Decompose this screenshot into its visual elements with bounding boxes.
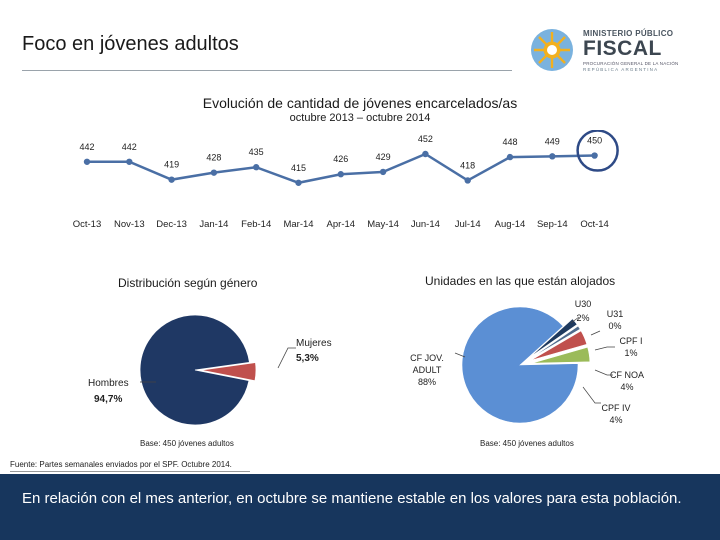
source-divider xyxy=(10,471,250,472)
x-tick-label: Oct-13 xyxy=(73,219,102,230)
pie-label-cf-noa: CF NOA xyxy=(610,370,644,380)
line-point xyxy=(168,176,175,183)
x-tick-label: Jul-14 xyxy=(455,219,481,230)
line-data-label: 426 xyxy=(333,154,348,164)
line-data-label: 442 xyxy=(122,142,137,152)
pie-slice-u31 xyxy=(529,324,579,359)
pie-base-note: Base: 450 jóvenes adultos xyxy=(140,439,234,448)
units-pie-chart: CF JOV. ADULT 88% U30 2% U31 0% CPF I 1% CF NOA 4%… xyxy=(410,299,644,448)
x-tick-label: Apr-14 xyxy=(327,219,356,230)
logo-line1: MINISTERIO PÚBLICO xyxy=(583,29,674,38)
pie-value-mujeres: 5,3% xyxy=(296,353,319,364)
line-point xyxy=(464,177,471,184)
x-tick-label: Jan-14 xyxy=(199,219,228,230)
x-tick-label: Jun-14 xyxy=(411,219,440,230)
leader-cf-jov-adult xyxy=(454,352,466,358)
x-tick-label: May-14 xyxy=(367,219,399,230)
pie-label-cpf-i: CPF I xyxy=(619,336,642,346)
ministerio-logo: MINISTERIO PÚBLICO FISCAL PROCURACIÓN GE… xyxy=(528,26,698,76)
line-data-label: 429 xyxy=(376,152,391,162)
line-data-label: 442 xyxy=(79,142,94,152)
pie-label-u31: U31 xyxy=(607,309,624,319)
pie-base-note: Base: 450 jóvenes adultos xyxy=(480,439,574,448)
pie-value-cpf-i: 1% xyxy=(624,348,637,358)
units-pie-title: Unidades en las que están alojados xyxy=(425,274,616,288)
line-data-label: 450 xyxy=(587,136,602,146)
line-chart-subtitle: octubre 2013 – octubre 2014 xyxy=(289,112,431,124)
line-data-label: 419 xyxy=(164,160,179,170)
line-point xyxy=(337,171,344,178)
leader-mujeres xyxy=(277,347,296,369)
pie-label-mujeres: Mujeres xyxy=(296,338,332,349)
x-tick-label: Feb-14 xyxy=(241,219,271,230)
line-point xyxy=(422,150,429,158)
pie-label-u30: U30 xyxy=(575,299,592,309)
highlight-circle xyxy=(576,130,619,172)
line-data-label: 435 xyxy=(249,147,264,157)
gender-pie-title: Distribución según género xyxy=(118,276,258,290)
line-point xyxy=(506,153,514,161)
leader-u30 xyxy=(570,316,580,324)
line-data-label: 448 xyxy=(502,137,517,147)
x-tick-label: Nov-13 xyxy=(114,219,145,230)
line-data-label: 415 xyxy=(291,163,306,173)
line-data-label: 452 xyxy=(418,134,433,144)
x-tick-label: Aug-14 xyxy=(495,219,526,230)
leader-cf-noa xyxy=(594,369,613,376)
line-data-label: 449 xyxy=(545,136,560,146)
pie-slice-hombres xyxy=(139,314,250,426)
x-tick-label: Oct-14 xyxy=(580,219,609,230)
pie-slice-cpf-i xyxy=(529,325,581,359)
gender-pie-chart: Mujeres 5,3% Hombres 94,7% Base: 450 jóvenes… xyxy=(88,314,332,448)
pie-slice-cf-jov-adult xyxy=(461,306,579,424)
footer-text: En relación con el mes anterior, en octu… xyxy=(22,490,682,507)
line-point xyxy=(126,158,133,165)
line-data-label: 418 xyxy=(460,160,475,170)
sun-emblem-icon xyxy=(531,29,573,71)
line-point xyxy=(83,158,91,165)
pie-value-hombres: 94,7% xyxy=(94,394,122,405)
x-tick-label: Mar-14 xyxy=(283,219,313,230)
title-divider xyxy=(22,70,512,71)
pie-slice-u30 xyxy=(529,318,578,358)
line-data-label: 428 xyxy=(206,153,221,163)
pie-label-cf-jov-adult: CF JOV. xyxy=(410,353,444,363)
line-point xyxy=(295,179,302,186)
pie-value-u30: 2% xyxy=(576,313,589,323)
leader-cpf-i xyxy=(594,346,615,351)
pie-label-cf-jov-adult-2: ADULT xyxy=(413,365,442,375)
line-point xyxy=(253,164,260,171)
line-chart: 442 442 419 428 435 415 426 429 452 418 448 449 450 O… xyxy=(73,130,619,230)
line-point xyxy=(210,169,218,176)
leader-cpf-iv xyxy=(582,386,601,404)
pie-slice-mujeres xyxy=(200,362,257,382)
pie-label-cpf-iv: CPF IV xyxy=(601,403,630,413)
x-tick-label: Sep-14 xyxy=(537,219,568,230)
line-point xyxy=(591,152,598,159)
logo-line3: PROCURACIÓN GENERAL DE LA NACIÓN xyxy=(583,61,679,66)
source-note: Fuente: Partes semanales enviados por el… xyxy=(10,460,232,469)
leader-u31 xyxy=(590,330,601,336)
line-point xyxy=(379,168,387,176)
line-chart-title: Evolución de cantidad de jóvenes encarce… xyxy=(202,95,518,111)
x-tick-label: Dec-13 xyxy=(156,219,187,230)
pie-slice-cf-noa xyxy=(530,330,588,361)
logo-line2: FISCAL xyxy=(583,37,662,60)
footer-banner: En relación con el mes anterior, en octu… xyxy=(0,474,720,540)
pie-value-cf-jov-adult: 88% xyxy=(418,377,436,387)
line-point xyxy=(549,153,556,160)
slide-title: Foco en jóvenes adultos xyxy=(22,33,239,55)
pie-value-cpf-iv: 4% xyxy=(609,415,622,425)
pie-label-hombres: Hombres xyxy=(88,378,129,389)
pie-slice-cpf-iv xyxy=(531,346,591,364)
pie-value-cf-noa: 4% xyxy=(620,382,633,392)
logo-line4: REPÚBLICA ARGENTINA xyxy=(583,67,659,72)
pie-value-u31: 0% xyxy=(608,321,621,331)
